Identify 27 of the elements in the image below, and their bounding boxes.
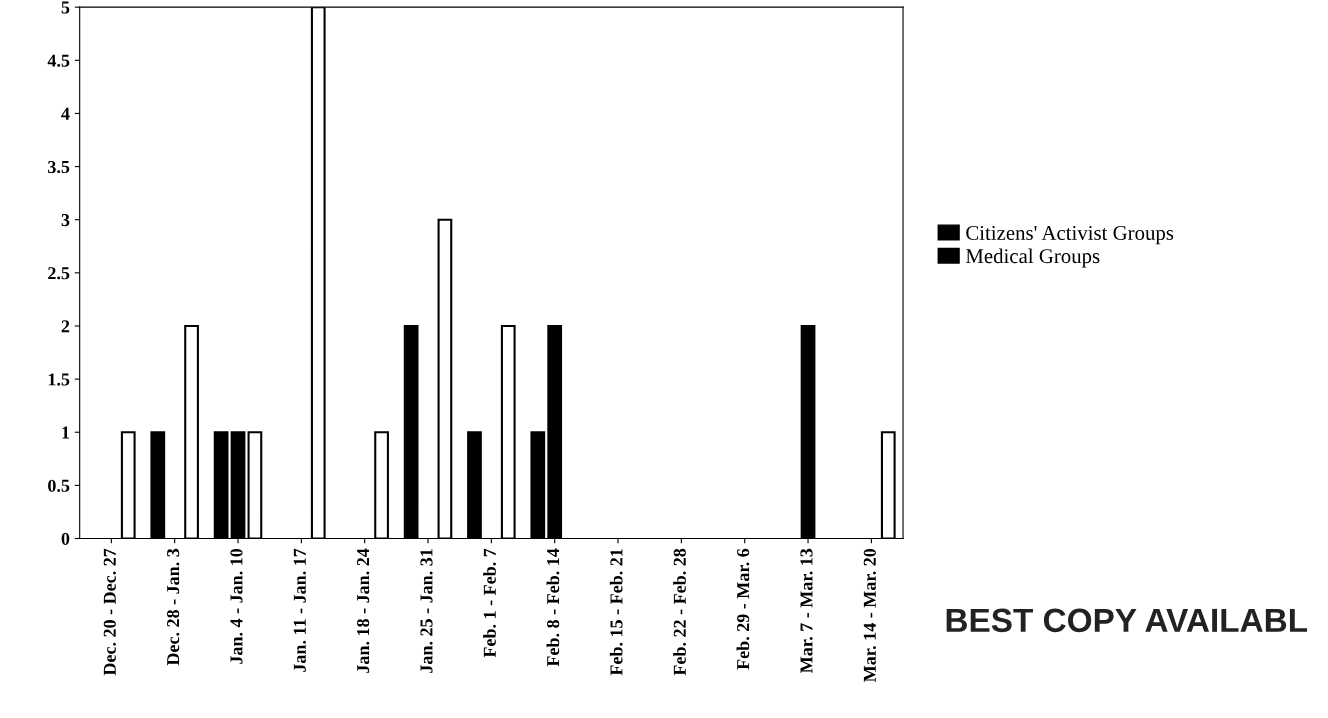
y-tick-label: 0.5	[48, 479, 70, 492]
y-tick-label: 1	[62, 426, 70, 439]
y-tick-label: 5	[61, 1, 70, 14]
text: BEST COPY AVAILABL	[946, 608, 1308, 633]
x-tick-label: Jan. 4 - Jan. 10	[230, 548, 243, 664]
x-tick-label: Dec. 20 - Dec. 27	[103, 548, 116, 676]
x-tick-label: Mar. 14 - Mar. 20	[863, 548, 876, 682]
y-tick-label: 2.5	[48, 267, 70, 280]
x-tick-label: Feb. 22 - Feb. 28	[673, 548, 686, 676]
x-tick-label: Feb. 8 - Feb. 14	[546, 548, 560, 667]
y-tick-label: 3.5	[48, 160, 70, 174]
x-tick-label: Jan. 11 - Jan. 17	[293, 548, 306, 672]
x-tick-label: Feb. 29 - Mar. 6	[736, 548, 750, 670]
x-tick-label: Jan. 18 - Jan. 24	[357, 548, 370, 673]
y-tick-label: 1.5	[48, 373, 70, 386]
legend-label: Medical Groups	[965, 248, 1100, 268]
x-tick-label: Mar. 7 - Mar. 13	[800, 548, 813, 673]
x-tick-label: Feb. 15 - Feb. 21	[609, 549, 623, 676]
legend-label: Citizens' Activist Groups	[966, 225, 1174, 245]
x-tick-label: Dec. 28 - Jan. 3	[167, 548, 180, 666]
y-tick-label: 4	[61, 107, 70, 120]
y-tick-label: 0	[61, 532, 70, 545]
x-tick-label: Jan. 25 - Jan. 31	[420, 549, 433, 673]
y-tick-label: 2	[61, 320, 70, 333]
y-tick-label: 3	[61, 214, 70, 227]
x-tick-label: Feb. 1 - Feb. 7	[483, 548, 496, 658]
y-tick-label: 4.5	[47, 54, 70, 67]
